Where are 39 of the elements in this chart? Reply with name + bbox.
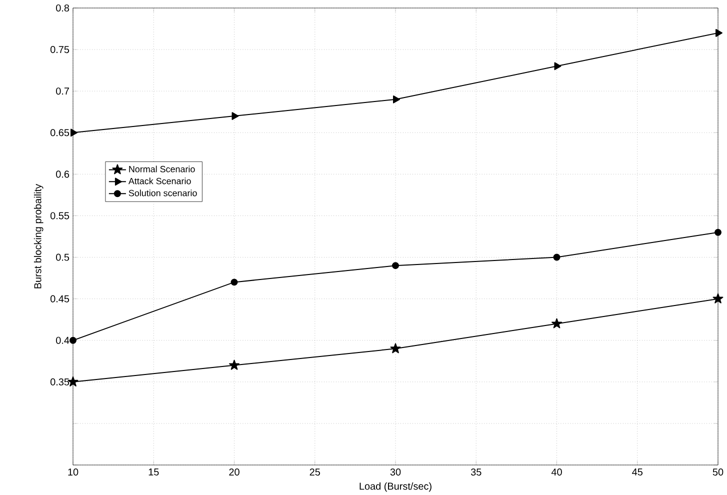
point [70, 128, 78, 137]
y-tick-label: 0.65 [50, 129, 70, 136]
y-tick-label: 0.45 [50, 295, 70, 302]
point [232, 112, 239, 120]
point [712, 293, 724, 304]
point [553, 254, 560, 261]
point [714, 228, 722, 236]
x-tick-label: 15 [148, 468, 159, 476]
x-tick-label: 25 [310, 468, 320, 476]
y-axis-title: Burst blocking probaility [34, 184, 44, 288]
x-tick-label: 30 [390, 468, 401, 476]
y-tick-label: 0.8 [56, 4, 70, 12]
point [716, 28, 722, 37]
point [552, 318, 562, 328]
x-tick-label: 35 [470, 468, 482, 476]
y-tick-label: 0.55 [50, 212, 70, 220]
legend-label: Attack Scenario [128, 178, 191, 184]
x-tick-label: 10 [68, 468, 78, 476]
y-tick-label: 0.6 [56, 170, 70, 178]
point [392, 262, 399, 270]
legend-label: Solution scenario [128, 190, 197, 196]
x-axis-title: Load (Burst/sec) [360, 482, 432, 492]
point [230, 278, 238, 286]
point [68, 376, 78, 386]
legend-label: Normal Scenario [129, 166, 195, 172]
point [393, 95, 400, 104]
y-tick-label: 0.4 [56, 336, 70, 344]
point [229, 360, 240, 370]
point [70, 336, 76, 344]
point [554, 62, 562, 70]
x-tick-label: 20 [229, 468, 240, 476]
point [390, 343, 401, 354]
y-tick-label: 0.7 [56, 88, 69, 95]
y-tick-label: 0.5 [56, 254, 70, 261]
y-tick-label: 0.75 [50, 46, 70, 54]
x-tick-label: 45 [632, 468, 643, 476]
y-tick-label: 0.35 [50, 378, 70, 386]
x-tick-label: 50 [712, 468, 724, 476]
x-tick-label: 40 [551, 468, 562, 476]
